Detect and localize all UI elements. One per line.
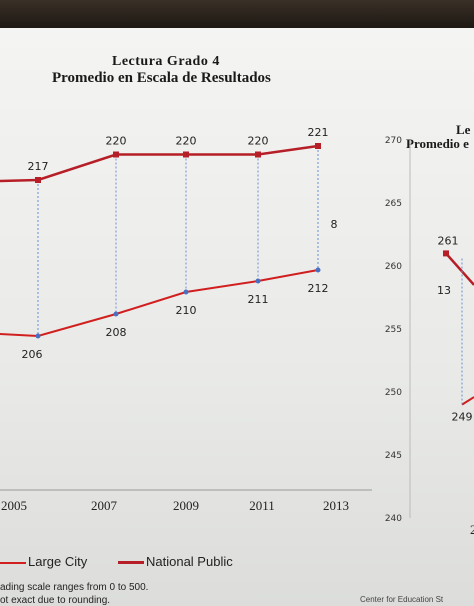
x-tick-label: 2005 — [1, 498, 27, 513]
series-line-national-public — [0, 144, 319, 183]
data-label-national-public: 220 — [176, 135, 197, 148]
right-y-tick-label: 245 — [385, 451, 402, 461]
data-label-large-city: 212 — [308, 282, 329, 295]
chart-subtitle: Promedio en Escala de Resultados — [52, 70, 271, 86]
data-point-large-city — [315, 267, 321, 273]
footnote-scale: ading scale ranges from 0 to 500. — [0, 582, 149, 593]
right-y-tick-label: 240 — [385, 514, 402, 524]
right-y-tick-label: 255 — [385, 325, 402, 335]
projected-slide — [0, 28, 474, 606]
data-label-national-public: 220 — [248, 135, 269, 148]
footnote-rounding: ot exact due to rounding. — [0, 595, 111, 606]
right-data-point-national-public — [443, 250, 449, 257]
chart-title: Lectura Grado 4 — [112, 54, 220, 69]
data-label-large-city: 206 — [22, 348, 43, 361]
right-y-tick-label: 265 — [385, 199, 402, 209]
data-point-large-city — [183, 289, 189, 295]
right-data-label-large-city: 249 — [452, 411, 473, 424]
right-x-tick-label: 20 — [470, 522, 474, 537]
data-point-large-city — [113, 311, 119, 317]
gap-label: 8 — [331, 218, 338, 231]
x-tick-label: 2011 — [249, 498, 275, 513]
data-point-large-city — [255, 278, 261, 284]
legend-label-national-public: National Public — [146, 554, 233, 569]
data-point-large-city — [35, 333, 41, 339]
monitor-bezel — [0, 0, 474, 30]
data-point-national-public — [315, 143, 321, 149]
data-label-large-city: 210 — [176, 304, 197, 317]
series-line-large-city — [0, 269, 319, 338]
x-tick-label: 2013 — [323, 498, 349, 513]
legend-swatch-large-city — [0, 561, 26, 564]
legend-item-large-city: Large City — [0, 554, 87, 569]
data-point-national-public — [183, 151, 189, 158]
data-label-national-public: 220 — [106, 135, 127, 148]
x-tick-label: 2007 — [91, 498, 118, 513]
right-y-tick-label: 270 — [385, 136, 402, 146]
data-label-national-public: 217 — [28, 160, 49, 173]
right-data-label-national-public: 261 — [438, 234, 459, 247]
data-point-national-public — [35, 177, 41, 183]
data-point-national-public — [113, 151, 119, 158]
legend-label-large-city: Large City — [28, 554, 88, 569]
data-label-large-city: 208 — [106, 326, 127, 339]
right-y-tick-label: 260 — [385, 262, 402, 272]
right-y-tick-label: 250 — [385, 388, 402, 398]
legend-item-national-public: National Public — [118, 554, 233, 569]
legend-swatch-national-public — [118, 561, 144, 565]
source-note: Center for Education St — [360, 595, 444, 604]
data-label-large-city: 211 — [248, 293, 269, 306]
data-point-national-public — [255, 151, 261, 158]
right-chart-subtitle: Promedio e — [406, 136, 469, 151]
right-series-line-national-public — [445, 252, 474, 286]
right-series-line-large-city — [461, 396, 474, 406]
data-label-national-public: 221 — [308, 126, 329, 139]
right-chart-title: Le — [456, 122, 471, 137]
x-tick-label: 2009 — [173, 498, 199, 513]
right-gap-label: 13 — [437, 284, 451, 297]
